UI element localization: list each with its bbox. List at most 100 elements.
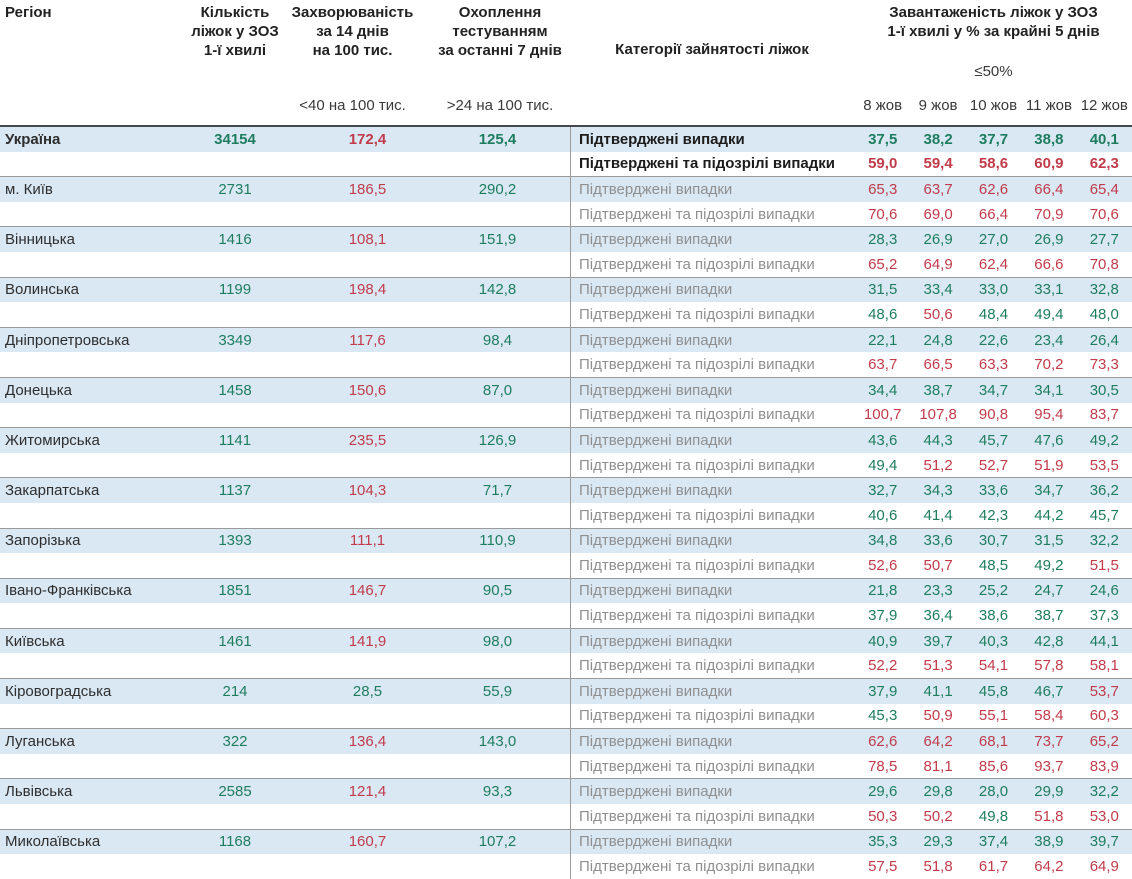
region-name: Україна bbox=[0, 127, 160, 152]
empty-cell bbox=[310, 503, 425, 528]
morbidity-value: 150,6 bbox=[310, 377, 425, 403]
beds-value: 3349 bbox=[160, 327, 310, 353]
occupancy-suspected-value: 93,7 bbox=[1034, 757, 1064, 775]
occupancy-confirmed-value: 40,9 bbox=[855, 628, 911, 654]
region-block: Луганська 322 136,4 143,0 Підтверджені випад… bbox=[0, 728, 1132, 779]
region-name: Закарпатська bbox=[0, 478, 160, 503]
category-label-confirmed: Підтверджені випадки bbox=[570, 478, 855, 503]
morbidity-value: 111,1 bbox=[310, 528, 425, 554]
region-name: м. Київ bbox=[0, 177, 160, 202]
occupancy-confirmed-value: 65,4 bbox=[1076, 177, 1132, 202]
region-block: Івано-Франківська 1851 146,7 90,5 Підтвердже… bbox=[0, 577, 1132, 628]
testing-value: 110,9 bbox=[425, 528, 570, 554]
empty-cell bbox=[425, 403, 570, 428]
occupancy-confirmed-value: 45,8 bbox=[965, 679, 1022, 704]
occupancy-confirmed-value: 34,3 bbox=[910, 478, 966, 503]
region-block: Дніпропетровська 3349 117,6 98,4 Підтверджен… bbox=[0, 326, 1132, 377]
occupancy-confirmed-value: 29,3 bbox=[910, 829, 966, 855]
beds-value: 1141 bbox=[160, 428, 310, 453]
occupancy-suspected-value: 50,2 bbox=[923, 807, 953, 825]
occupancy-confirmed-value: 32,2 bbox=[1076, 779, 1132, 805]
testing-value: 71,7 bbox=[425, 478, 570, 503]
morbidity-value: 104,3 bbox=[310, 478, 425, 503]
morbidity-value: 108,1 bbox=[310, 227, 425, 252]
occupancy-suspected-value: 50,9 bbox=[923, 707, 953, 725]
occupancy-suspected-value: 63,7 bbox=[868, 356, 898, 374]
occupancy-confirmed-value: 36,2 bbox=[1076, 478, 1132, 503]
occupancy-suspected-value: 41,4 bbox=[923, 506, 953, 524]
testing-value: 143,0 bbox=[425, 729, 570, 754]
empty-cell bbox=[160, 252, 310, 277]
occupancy-confirmed-value: 33,6 bbox=[910, 528, 966, 554]
category-label-confirmed: Підтверджені випадки bbox=[570, 628, 855, 654]
occupancy-suspected-value: 52,7 bbox=[978, 456, 1009, 474]
category-label-confirmed: Підтверджені випадки bbox=[570, 327, 855, 353]
occupancy-confirmed-value: 30,7 bbox=[965, 528, 1022, 554]
beds-value: 1393 bbox=[160, 528, 310, 554]
testing-value: 90,5 bbox=[425, 578, 570, 604]
empty-cell bbox=[0, 603, 160, 628]
empty-cell bbox=[310, 453, 425, 478]
empty-cell bbox=[310, 152, 425, 177]
occupancy-suspected-value: 44,2 bbox=[1034, 506, 1064, 524]
testing-value: 125,4 bbox=[425, 127, 570, 152]
region-name: Луганська bbox=[0, 729, 160, 754]
occupancy-suspected-value: 70,8 bbox=[1089, 255, 1119, 273]
empty-cell bbox=[0, 202, 160, 227]
occupancy-confirmed-value: 37,7 bbox=[965, 127, 1022, 152]
category-label-confirmed: Підтверджені випадки bbox=[570, 779, 855, 805]
occupancy-suspected-value: 70,6 bbox=[1089, 205, 1119, 223]
occupancy-suspected-value: 100,7 bbox=[863, 406, 902, 424]
occupancy-confirmed-value: 24,8 bbox=[910, 327, 966, 353]
occupancy-confirmed-value: 65,3 bbox=[855, 177, 911, 202]
category-label-suspected: Підтверджені та підозрілі випадки bbox=[570, 302, 855, 327]
occupancy-suspected-value: 38,7 bbox=[1034, 607, 1064, 625]
occupancy-confirmed-value: 28,0 bbox=[965, 779, 1022, 805]
empty-cell bbox=[160, 302, 310, 327]
empty-cell bbox=[160, 553, 310, 578]
empty-cell bbox=[310, 403, 425, 428]
occupancy-confirmed-value: 53,7 bbox=[1076, 679, 1132, 704]
occupancy-suspected-value: 42,3 bbox=[978, 506, 1009, 524]
testing-value: 151,9 bbox=[425, 227, 570, 252]
beds-value: 2585 bbox=[160, 779, 310, 805]
morbidity-value: 235,5 bbox=[310, 428, 425, 453]
category-label-confirmed: Підтверджені випадки bbox=[570, 729, 855, 754]
empty-cell bbox=[425, 754, 570, 779]
occupancy-confirmed-value: 31,5 bbox=[1021, 528, 1077, 554]
category-label-suspected: Підтверджені та підозрілі випадки bbox=[570, 502, 855, 528]
occupancy-confirmed-value: 73,7 bbox=[1021, 729, 1077, 754]
occupancy-suspected-value: 50,3 bbox=[868, 807, 898, 825]
occupancy-confirmed-value: 23,3 bbox=[910, 578, 966, 604]
occupancy-suspected-value: 85,6 bbox=[978, 757, 1009, 775]
occupancy-confirmed-value: 41,1 bbox=[910, 679, 966, 704]
occupancy-suspected-value: 40,6 bbox=[868, 506, 898, 524]
category-label-suspected: Підтверджені та підозрілі випадки bbox=[570, 603, 855, 628]
empty-cell bbox=[0, 704, 160, 729]
region-name: Житомирська bbox=[0, 428, 160, 453]
occupancy-confirmed-value: 25,2 bbox=[965, 578, 1022, 604]
region-name: Львівська bbox=[0, 779, 160, 805]
region-name: Київська bbox=[0, 628, 160, 654]
beds-value: 322 bbox=[160, 729, 310, 754]
empty-cell bbox=[160, 653, 310, 678]
occupancy-confirmed-value: 46,7 bbox=[1021, 679, 1077, 704]
occupancy-suspected-value: 57,5 bbox=[868, 858, 898, 876]
empty-cell bbox=[425, 302, 570, 327]
region-block: Вінницька 1416 108,1 151,9 Підтверджені випа… bbox=[0, 226, 1132, 277]
beds-value: 1851 bbox=[160, 578, 310, 604]
occupancy-confirmed-value: 43,6 bbox=[855, 428, 911, 453]
category-label-suspected: Підтверджені та підозрілі випадки bbox=[570, 703, 855, 729]
occupancy-confirmed-value: 37,9 bbox=[855, 679, 911, 704]
occupancy-confirmed-value: 28,3 bbox=[855, 227, 911, 252]
header-categories: Категорії зайнятості ліжок bbox=[615, 41, 809, 58]
morbidity-value: 28,5 bbox=[310, 679, 425, 704]
occupancy-suspected-value: 63,3 bbox=[978, 356, 1009, 374]
empty-cell bbox=[0, 653, 160, 678]
empty-cell bbox=[425, 453, 570, 478]
empty-cell bbox=[425, 152, 570, 177]
occupancy-suspected-value: 57,8 bbox=[1034, 657, 1064, 675]
occupancy-suspected-value: 48,4 bbox=[978, 305, 1009, 323]
empty-cell bbox=[310, 704, 425, 729]
occupancy-confirmed-value: 27,7 bbox=[1076, 227, 1132, 252]
